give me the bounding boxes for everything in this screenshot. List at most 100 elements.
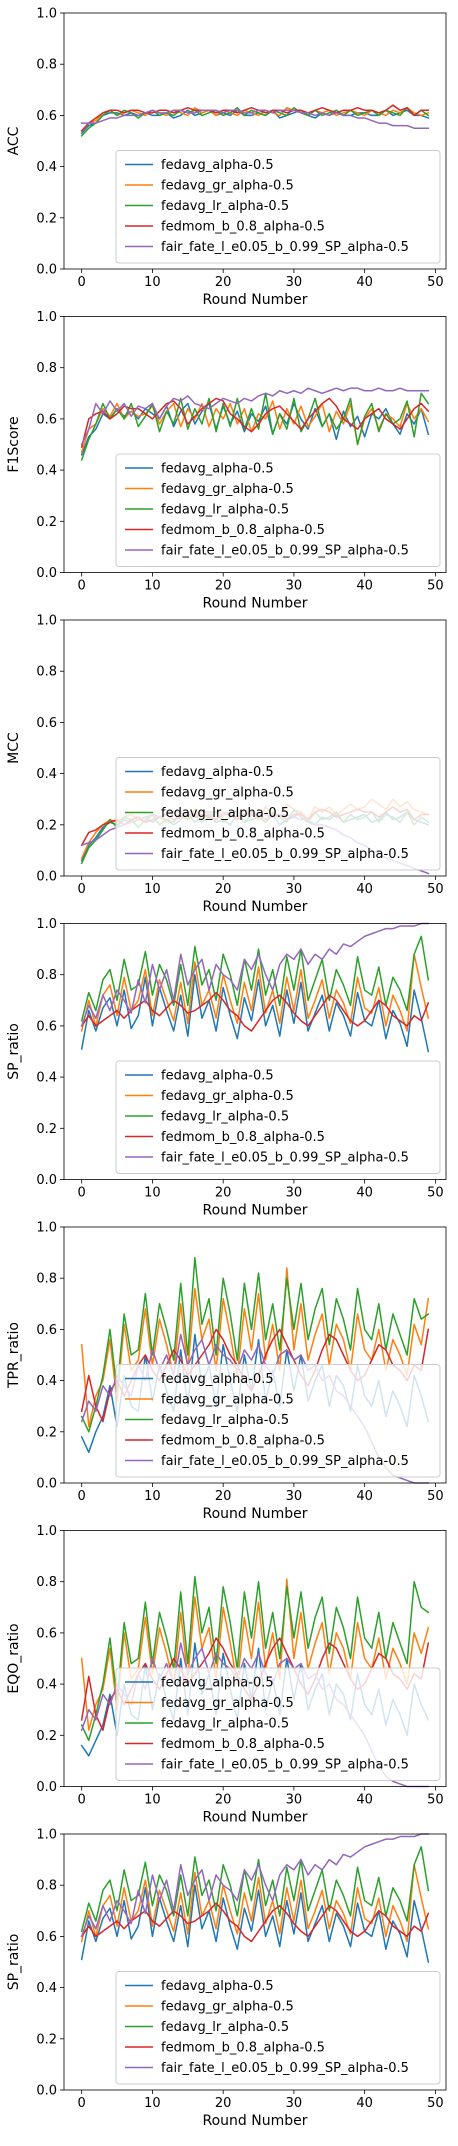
series-group	[80, 387, 430, 461]
x-tick-label: 40	[356, 1186, 373, 1201]
legend-box	[115, 1364, 441, 1478]
series-line-3	[80, 1256, 430, 1433]
series-line-4	[80, 397, 430, 448]
series-line-2	[80, 1578, 430, 1731]
chart-panel-3: 0 10 20 30 40 50 0.0 0.2 0.4 0.6 0.8 1.0 Round Numbe…	[6, 614, 447, 915]
x-tick-label: 10	[144, 882, 161, 897]
x-tick-label: 40	[356, 579, 373, 594]
legend-label: fedmom_b_0.8_alpha-0.5	[161, 827, 325, 842]
series-line-2	[80, 400, 430, 454]
legend-label: fair_fate_l_e0.05_b_0.99_SP_alpha-0.5	[161, 544, 409, 559]
x-tick-label: 0	[78, 579, 86, 594]
y-tick-label: 0.2	[36, 1729, 57, 1744]
y-axis-label: EQO_ratio	[6, 1623, 22, 1693]
legend-label: fair_fate_l_e0.05_b_0.99_SP_alpha-0.5	[161, 2061, 409, 2076]
y-tick-label: 0.4	[36, 1981, 57, 1996]
y-tick-label: 1.0	[36, 1524, 57, 1539]
y-tick-label: 0.0	[36, 2084, 57, 2099]
legend-label: fedavg_gr_alpha-0.5	[161, 482, 294, 497]
series-line-3	[80, 1575, 430, 1742]
legend: fedavg_alpha-0.5 fedavg_gr_alpha-0.5fedav…	[115, 757, 441, 871]
x-tick-label: 50	[427, 882, 444, 897]
y-tick-label: 1.0	[36, 614, 57, 629]
y-tick-label: 0.8	[36, 665, 57, 680]
series-line-2	[80, 1267, 430, 1428]
x-tick-label: 0	[78, 2096, 86, 2111]
axes-frame	[63, 1226, 447, 1484]
x-tick-label: 30	[286, 882, 303, 897]
x-tick-label: 50	[427, 275, 444, 290]
legend-label: fair_fate_l_e0.05_b_0.99_SP_alpha-0.5	[161, 1151, 409, 1166]
y-tick-label: 0.8	[36, 58, 57, 73]
y-tick-label: 0.2	[36, 1122, 57, 1137]
x-tick-label: 20	[215, 1793, 232, 1808]
x-tick-label: 0	[78, 882, 86, 897]
series-line-5	[80, 109, 430, 129]
x-tick-label: 40	[356, 2096, 373, 2111]
chart-panel-4: 0 10 20 30 40 50 0.0 0.2 0.4 0.6 0.8 1.0 Round Numbe…	[6, 917, 447, 1219]
legend-box	[115, 453, 441, 567]
legend-box	[115, 1667, 441, 1781]
x-tick-label: 50	[427, 2096, 444, 2111]
y-tick-label: 0.6	[36, 1323, 57, 1338]
legend-label: fedmom_b_0.8_alpha-0.5	[161, 1130, 325, 1145]
legend-label: fair_fate_l_e0.05_b_0.99_SP_alpha-0.5	[161, 1758, 409, 1773]
chart-panel-7: 0 10 20 30 40 50 0.0 0.2 0.4 0.6 0.8 1.0 Round Numbe…	[6, 1828, 447, 2129]
y-tick-label: 0.8	[36, 1272, 57, 1287]
series-line-5	[80, 1833, 430, 1938]
y-tick-label: 0.6	[36, 109, 57, 124]
x-tick-label: 30	[286, 1186, 303, 1201]
legend-label: fedavg_gr_alpha-0.5	[161, 786, 294, 801]
legend-label: fedavg_lr_alpha-0.5	[161, 1110, 289, 1125]
legend-label: fedavg_lr_alpha-0.5	[161, 1717, 289, 1732]
legend-label: fedavg_lr_alpha-0.5	[161, 806, 289, 821]
legend-box	[115, 757, 441, 871]
legend: fedavg_alpha-0.5 fedavg_gr_alpha-0.5fedav…	[115, 1060, 441, 1174]
x-tick-label: 10	[144, 2096, 161, 2111]
legend-label: fedavg_alpha-0.5	[161, 765, 274, 780]
y-tick-label: 1.0	[36, 1221, 57, 1236]
legend-label: fedavg_gr_alpha-0.5	[161, 1393, 294, 1408]
legend-label: fedmom_b_0.8_alpha-0.5	[161, 1737, 325, 1752]
x-tick-label: 10	[144, 579, 161, 594]
x-axis-label: Round Number	[203, 596, 308, 612]
y-tick-label: 0.8	[36, 1879, 57, 1894]
series-line-1	[80, 973, 430, 1053]
y-tick-label: 0.4	[36, 160, 57, 175]
x-tick-label: 20	[215, 275, 232, 290]
series-line-5	[80, 922, 430, 1027]
y-tick-label: 0.6	[36, 1626, 57, 1641]
x-tick-label: 50	[427, 1793, 444, 1808]
y-tick-label: 0.6	[36, 1019, 57, 1034]
y-tick-label: 0.8	[36, 1575, 57, 1590]
x-tick-label: 10	[144, 275, 161, 290]
y-tick-label: 0.6	[36, 1930, 57, 1945]
series-line-3	[80, 392, 430, 461]
y-tick-label: 0.8	[36, 361, 57, 376]
x-tick-label: 50	[427, 579, 444, 594]
x-axis-label: Round Number	[203, 1506, 308, 1522]
y-axis-label: F1Score	[6, 416, 22, 472]
legend-label: fedmom_b_0.8_alpha-0.5	[161, 2041, 325, 2056]
y-tick-label: 0.2	[36, 818, 57, 833]
legend-label: fedavg_gr_alpha-0.5	[161, 2000, 294, 2015]
y-tick-label: 0.6	[36, 716, 57, 731]
legend-label: fedmom_b_0.8_alpha-0.5	[161, 1434, 325, 1449]
legend-label: fedavg_gr_alpha-0.5	[161, 179, 294, 194]
series-group	[80, 1833, 430, 1963]
y-tick-label: 1.0	[36, 917, 57, 932]
x-tick-label: 50	[427, 1186, 444, 1201]
y-tick-label: 0.0	[36, 566, 57, 581]
legend-label: fair_fate_l_e0.05_b_0.99_SP_alpha-0.5	[161, 1454, 409, 1469]
legend-label: fedavg_gr_alpha-0.5	[161, 1696, 294, 1711]
legend: fedavg_alpha-0.5 fedavg_gr_alpha-0.5fedav…	[115, 453, 441, 567]
x-tick-label: 30	[286, 275, 303, 290]
y-tick-label: 0.2	[36, 515, 57, 530]
x-tick-label: 30	[286, 2096, 303, 2111]
y-tick-label: 1.0	[36, 7, 57, 22]
x-tick-label: 0	[78, 1186, 86, 1201]
legend-label: fedmom_b_0.8_alpha-0.5	[161, 523, 325, 538]
legend-label: fair_fate_l_e0.05_b_0.99_SP_alpha-0.5	[161, 240, 409, 255]
